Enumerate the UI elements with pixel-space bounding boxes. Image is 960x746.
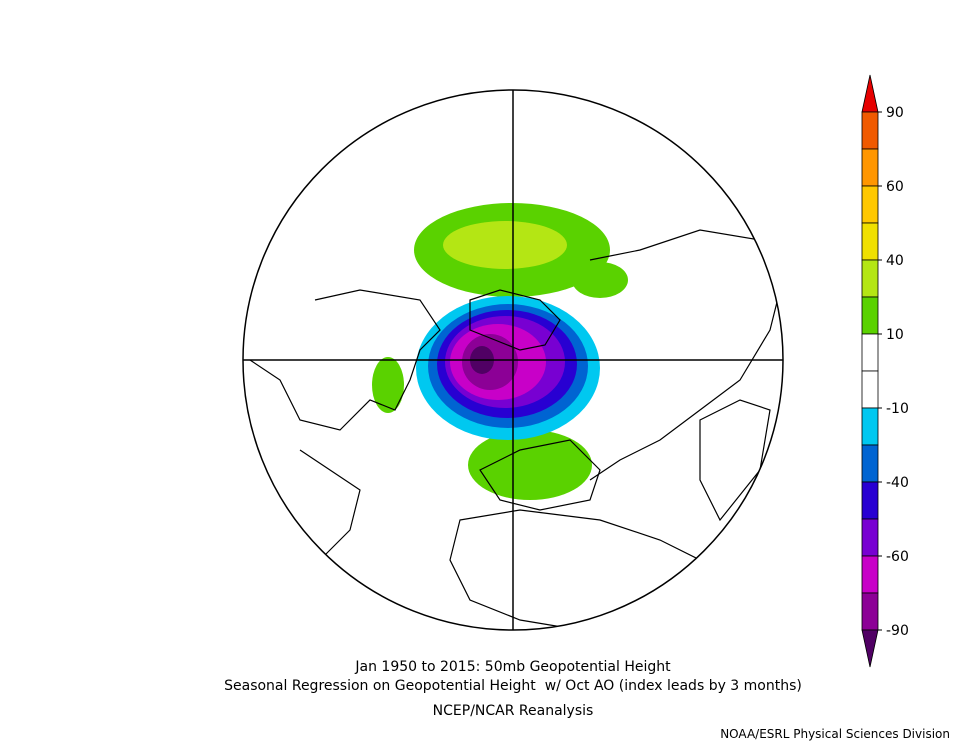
coastlines xyxy=(249,229,781,630)
colorbar-bin xyxy=(861,481,879,520)
colorbar-label: 10 xyxy=(886,327,904,343)
colorbar: 90 60 40 10 -10 -40 -60 -90 xyxy=(861,74,909,668)
positive-anomaly xyxy=(372,357,404,413)
colorbar-label: -60 xyxy=(886,549,909,565)
colorbar-label: -10 xyxy=(886,401,909,417)
title-line: Seasonal Regression on Geopotential Heig… xyxy=(224,678,802,694)
colorbar-bin xyxy=(861,592,879,631)
colorbar-bin xyxy=(861,333,879,372)
positive-anomaly-core xyxy=(443,221,567,269)
colorbar-bin xyxy=(861,555,879,594)
colorbar-bin xyxy=(861,222,879,261)
colorbar-arrow xyxy=(861,629,879,668)
colorbar-label: 40 xyxy=(886,253,904,269)
colorbar-bin xyxy=(861,518,879,557)
colorbar-arrow xyxy=(861,74,879,113)
positive-anomaly xyxy=(572,262,628,298)
colorbar-bin xyxy=(861,407,879,446)
colorbar-label: -90 xyxy=(886,623,909,639)
colorbar-bin xyxy=(861,148,879,187)
colorbar-bin xyxy=(861,444,879,483)
credit: NOAA/ESRL Physical Sciences Division xyxy=(720,727,950,741)
title-line: Jan 1950 to 2015: 50mb Geopotential Heig… xyxy=(354,659,671,675)
positive-anomaly xyxy=(468,430,592,500)
colorbar-label: -40 xyxy=(886,475,909,491)
colorbar-bin xyxy=(861,259,879,298)
colorbar-label: 90 xyxy=(886,105,904,121)
colorbar-bin xyxy=(861,185,879,224)
colorbar-label: 60 xyxy=(886,179,904,195)
map xyxy=(249,203,781,630)
title-line: NCEP/NCAR Reanalysis xyxy=(433,703,594,719)
colorbar-bin xyxy=(861,111,879,150)
colorbar-bin xyxy=(861,370,879,409)
colorbar-bin xyxy=(861,296,879,335)
